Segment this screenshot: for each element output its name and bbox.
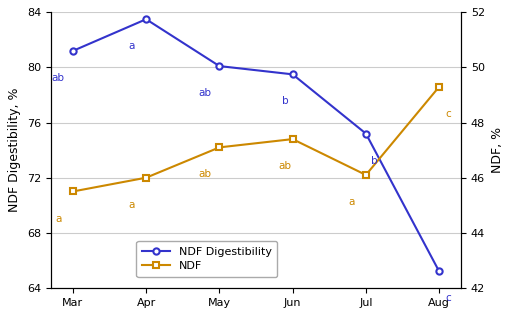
NDF Digestibility (143, 17, 149, 21)
Text: ab: ab (198, 169, 211, 179)
Text: c: c (445, 294, 451, 303)
NDF (363, 173, 369, 177)
Line: NDF Digestibility: NDF Digestibility (70, 16, 442, 275)
Text: a: a (129, 41, 135, 51)
Text: a: a (129, 200, 135, 210)
Legend: NDF Digestibility, NDF: NDF Digestibility, NDF (136, 241, 277, 277)
Text: a: a (55, 214, 61, 223)
Text: c: c (445, 109, 451, 119)
NDF Digestibility (70, 49, 76, 53)
NDF Digestibility (216, 64, 222, 68)
NDF (436, 85, 442, 89)
NDF (70, 190, 76, 193)
Y-axis label: NDF Digestibility, %: NDF Digestibility, % (8, 88, 22, 212)
Text: ab: ab (198, 88, 211, 98)
NDF Digestibility (290, 72, 296, 76)
Text: ab: ab (52, 73, 65, 83)
Y-axis label: NDF, %: NDF, % (490, 127, 504, 173)
Text: a: a (348, 197, 354, 207)
Line: NDF: NDF (70, 84, 442, 195)
NDF (143, 176, 149, 179)
Text: b: b (282, 96, 289, 106)
Text: ab: ab (279, 161, 292, 171)
NDF Digestibility (436, 270, 442, 273)
NDF (290, 137, 296, 141)
NDF Digestibility (363, 132, 369, 136)
Text: b: b (371, 156, 378, 166)
NDF (216, 145, 222, 149)
